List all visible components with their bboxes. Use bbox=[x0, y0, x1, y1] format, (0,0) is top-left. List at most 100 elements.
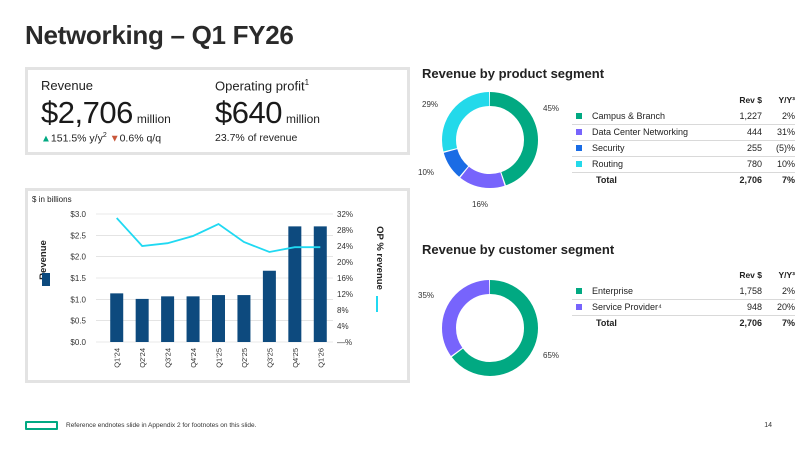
x-tick-label: Q1'26 bbox=[316, 348, 325, 368]
brand-logo-icon bbox=[25, 421, 58, 430]
table-total-row: Total 2,706 7% bbox=[572, 172, 795, 188]
op-profit-kpi: Operating profit1 $640 million 23.7% of r… bbox=[215, 78, 320, 144]
col-header-yy: Y/Y³ bbox=[778, 270, 795, 280]
segment-yy: 20% bbox=[762, 299, 795, 316]
page-number: 14 bbox=[764, 422, 772, 429]
y-right-tick-label: 24% bbox=[337, 242, 353, 251]
revenue-bar bbox=[313, 226, 327, 342]
revenue-legend-label: Revenue bbox=[38, 240, 49, 280]
y-right-tick-label: 12% bbox=[337, 290, 353, 299]
total-label: Total bbox=[596, 318, 617, 329]
table-row: Campus & Branch 1,227 2% bbox=[572, 108, 795, 125]
segment-rev: 255 bbox=[707, 140, 762, 157]
y-left-tick-label: $2.5 bbox=[70, 231, 86, 240]
table-total-row: Total 2,706 7% bbox=[572, 315, 795, 331]
revenue-kpi-value: $2,706 bbox=[41, 95, 133, 130]
segment-name: Service Provider⁴ bbox=[592, 299, 707, 316]
total-label: Total bbox=[596, 175, 617, 186]
revenue-bar bbox=[161, 296, 175, 342]
donut-slice bbox=[442, 92, 538, 188]
product-pct-label: 29% bbox=[422, 100, 439, 109]
revenue-qq: 0.6% q/q bbox=[119, 132, 162, 145]
x-tick-label: Q1'24 bbox=[113, 348, 122, 368]
op-legend-label: OP % revenue bbox=[374, 226, 385, 290]
x-tick-label: Q4'24 bbox=[189, 348, 198, 368]
legend-square-icon bbox=[576, 112, 582, 119]
page-title: Networking – Q1 FY26 bbox=[25, 20, 294, 50]
product-segment-title: Revenue by product segment bbox=[422, 66, 605, 81]
y-left-tick-label: $2.0 bbox=[70, 253, 86, 262]
legend-square-icon bbox=[576, 304, 582, 310]
revenue-bar bbox=[212, 295, 225, 342]
revenue-bar bbox=[262, 270, 276, 342]
segment-name: Enterprise bbox=[592, 283, 707, 300]
revenue-bar bbox=[237, 295, 251, 342]
x-tick-label: Q1'25 bbox=[215, 348, 224, 368]
table-row: Service Provider⁴ 948 20% bbox=[572, 299, 795, 316]
product-pct-label: 10% bbox=[418, 168, 435, 177]
segment-name: Security bbox=[592, 140, 707, 157]
revenue-chart-panel bbox=[25, 188, 410, 383]
segment-yy: 10% bbox=[762, 156, 795, 173]
y-left-tick-label: $0.5 bbox=[70, 317, 86, 326]
legend-square-icon bbox=[576, 287, 582, 294]
segment-rev: 948 bbox=[707, 299, 762, 316]
revenue-yy-note: 2 bbox=[102, 132, 107, 139]
table-row: Security 255 (5)% bbox=[572, 140, 795, 157]
customer-segment-table: Rev $ Y/Y³ Enterprise 1,758 2% Service P… bbox=[572, 268, 795, 331]
x-tick-label: Q4'25 bbox=[291, 348, 300, 368]
donut-slice bbox=[442, 280, 538, 376]
op-profit-kpi-unit: million bbox=[285, 112, 320, 127]
customer-pct-label: 65% bbox=[543, 351, 560, 360]
x-tick-label: Q2'25 bbox=[240, 348, 249, 368]
customer-segment-donut bbox=[442, 280, 538, 376]
segment-rev: 444 bbox=[707, 124, 762, 141]
total-yy: 7% bbox=[781, 175, 795, 186]
y-left-tick-label: $0.0 bbox=[70, 338, 86, 347]
legend-square-icon bbox=[576, 129, 582, 135]
footer-note: Reference endnotes slide in Appendix 2 f… bbox=[66, 422, 257, 429]
x-tick-label: Q3'24 bbox=[164, 348, 173, 368]
segment-yy: (5)% bbox=[762, 140, 795, 157]
segment-yy: 2% bbox=[762, 108, 795, 125]
x-tick-label: Q2'24 bbox=[138, 348, 147, 368]
revenue-bar bbox=[186, 296, 200, 342]
segment-rev: 1,227 bbox=[707, 108, 762, 125]
down-triangle-icon: ▼ bbox=[109, 133, 120, 145]
total-yy: 7% bbox=[781, 318, 795, 329]
donut-slice bbox=[442, 92, 538, 188]
kpi-panel: Revenue $2,706 million ▲151.5% y/y2 ▼0.6%… bbox=[25, 67, 410, 155]
legend-square-icon bbox=[576, 145, 582, 151]
revenue-kpi-label: Revenue bbox=[41, 78, 94, 93]
table-row: Enterprise 1,758 2% bbox=[572, 283, 795, 300]
segment-name: Campus & Branch bbox=[592, 108, 707, 125]
y-right-tick-label: 16% bbox=[337, 274, 353, 283]
y-right-tick-label: 4% bbox=[337, 322, 349, 331]
total-rev: 2,706 bbox=[739, 175, 762, 186]
y-left-tick-label: $1.5 bbox=[70, 274, 86, 283]
op-profit-note: 1 bbox=[304, 78, 310, 87]
col-header-rev: Rev $ bbox=[739, 95, 762, 105]
col-header-rev: Rev $ bbox=[739, 270, 762, 280]
up-triangle-icon: ▲ bbox=[41, 133, 51, 145]
col-header-yy: Y/Y³ bbox=[778, 95, 795, 105]
segment-yy: 31% bbox=[762, 124, 795, 141]
customer-segment-title: Revenue by customer segment bbox=[422, 242, 615, 257]
revenue-yy: 151.5% y/y bbox=[50, 132, 103, 145]
table-row: Data Center Networking 444 31% bbox=[572, 124, 795, 141]
product-segment-table: Rev $ Y/Y³ Campus & Branch 1,227 2% Data… bbox=[572, 93, 795, 188]
donut-slice bbox=[442, 280, 538, 376]
segment-name: Data Center Networking bbox=[592, 124, 707, 141]
revenue-legend-swatch bbox=[42, 273, 50, 286]
y-right-tick-label: 32% bbox=[337, 210, 353, 219]
y-right-tick-label: 8% bbox=[337, 306, 349, 315]
op-profit-kpi-label: Operating profit bbox=[215, 78, 305, 94]
product-pct-label: 16% bbox=[472, 200, 489, 209]
op-profit-sub: 23.7% of revenue bbox=[215, 132, 298, 145]
revenue-kpi: Revenue $2,706 million ▲151.5% y/y2 ▼0.6%… bbox=[41, 78, 171, 145]
y-left-tick-label: $3.0 bbox=[70, 210, 86, 219]
x-tick-label: Q3'25 bbox=[265, 348, 274, 368]
donut-slice bbox=[442, 92, 538, 188]
product-segment-donut bbox=[442, 92, 538, 188]
chart-units-label: $ in billions bbox=[32, 195, 72, 204]
